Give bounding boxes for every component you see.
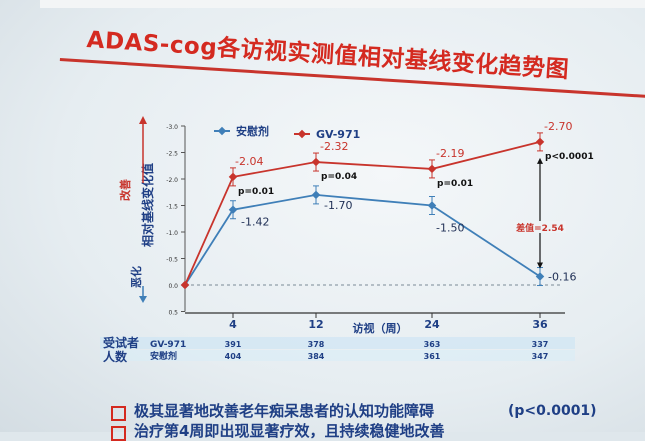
table-cell: 391 (225, 340, 242, 349)
x-tick-label: 24 (424, 318, 440, 331)
table-cell: 378 (308, 340, 325, 349)
x-tick-label: 4 (229, 318, 237, 331)
x-tick-label: 36 (532, 318, 548, 331)
bullet-1-checkbox (111, 406, 126, 421)
x-tick-label: 12 (308, 318, 323, 331)
data-point (311, 157, 321, 167)
legend-placebo-label: 安慰剂 (236, 124, 269, 138)
table-band-1 (100, 337, 575, 349)
data-point (427, 164, 437, 174)
y-tick-label: -3.0 (166, 124, 178, 131)
table-row-gv971-name: GV-971 (150, 340, 186, 350)
table-cell: 363 (424, 340, 441, 349)
legend-gv971-marker (297, 129, 307, 139)
placebo-value-label: -1.50 (436, 222, 464, 235)
table-cell: 337 (532, 340, 549, 349)
series-placebo-line (184, 193, 541, 286)
data-point (311, 190, 321, 200)
improve-arrow-head (139, 116, 147, 124)
chart-annotations: -2.04 -1.42 p=0.01 -2.32 -1.70 p=0.04 -2.19 -1.… (235, 120, 594, 284)
bullet-1-text: 极其显著地改善老年痴呆患者的认知功能障碍 (134, 402, 435, 420)
placebo-value-label: -1.70 (324, 199, 352, 212)
p-value-label: p=0.01 (238, 187, 274, 197)
y-tick-label: -1.5 (166, 204, 178, 211)
table-header-line1: 受试者 (103, 335, 139, 350)
chart-svg: 安慰剂 GV-971 相对基线变化值 改善 恶化 -3.0 -2.5 -2.0 -1.… (100, 116, 594, 364)
y-tick-label: 0.5 (168, 310, 178, 317)
data-point (427, 201, 437, 210)
table-band-2 (100, 350, 575, 361)
p-value-label: p=0.04 (321, 172, 357, 182)
data-point (228, 205, 238, 214)
worsen-label: 恶化 (129, 266, 143, 288)
y-tick-label: 0.0 (168, 283, 178, 290)
y-tick-label: -2.5 (166, 151, 178, 158)
legend-gv971-label: GV-971 (316, 128, 360, 141)
bullet-2-checkbox (111, 426, 126, 441)
gv971-value-label: -2.04 (235, 155, 263, 168)
difference-arrow-head-down (537, 262, 543, 269)
difference-arrow-head-up (537, 157, 543, 164)
table-cell: 361 (424, 352, 441, 361)
y-tick-label: -0.5 (166, 257, 178, 264)
bullet-2-text: 治疗第4周即出现显著疗效，且持续稳健地改善 (134, 422, 445, 440)
legend-placebo-marker (217, 126, 227, 136)
table-header-line2: 人数 (103, 349, 128, 364)
difference-label-bg (514, 221, 566, 233)
data-point (180, 280, 190, 290)
y-tick-label: -1.0 (166, 230, 178, 237)
y-axis-label: 相对基线变化值 (140, 163, 155, 247)
gv971-value-label: -2.70 (544, 120, 572, 133)
y-tick-label: -2.0 (166, 177, 178, 184)
difference-label: 差值=2.54 (516, 222, 564, 234)
gv971-value-label: -2.19 (436, 147, 464, 160)
data-point (535, 272, 545, 281)
chart-axes: -3.0 -2.5 -2.0 -1.5 -1.0 -0.5 0.0 0.5 4 12 24 36 (166, 124, 565, 331)
p-value-note: (p<0.0001) (508, 403, 597, 419)
table-row-placebo-name: 安慰剂 (150, 350, 177, 362)
data-point (228, 172, 238, 182)
data-point (535, 137, 545, 147)
table-cell: 384 (308, 352, 325, 361)
table-cell: 404 (225, 352, 242, 361)
improve-label: 改善 (118, 179, 132, 201)
p-value-label: p=0.01 (437, 179, 473, 189)
table-values: 391 378 363 337 404 384 361 347 (225, 340, 549, 361)
chart-series (180, 132, 545, 290)
worsen-arrow-head (139, 296, 147, 303)
p-value-label: p<0.0001 (545, 152, 594, 162)
table-cell: 347 (532, 352, 549, 361)
x-axis-label: 访视（周） (353, 321, 408, 335)
slide-top-strip (40, 0, 645, 8)
placebo-value-label: -0.16 (548, 271, 576, 284)
gv971-value-label: -2.32 (320, 140, 348, 153)
legend: 安慰剂 GV-971 (214, 124, 360, 141)
placebo-value-label: -1.42 (241, 216, 269, 229)
